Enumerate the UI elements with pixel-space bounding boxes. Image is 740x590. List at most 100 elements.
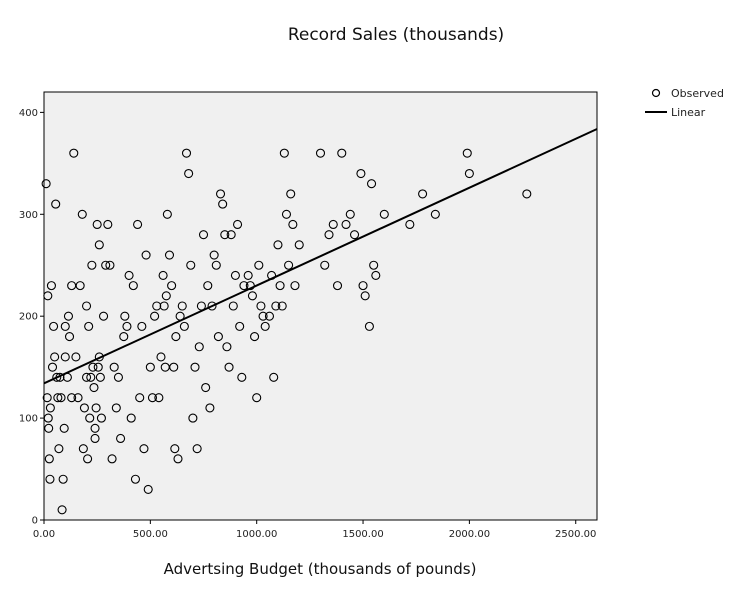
data-point xyxy=(349,230,360,240)
data-point xyxy=(60,321,70,331)
data-point xyxy=(235,321,245,331)
data-point xyxy=(145,362,155,372)
data-point xyxy=(188,413,198,423)
data-point xyxy=(260,321,270,331)
data-point xyxy=(58,474,68,484)
data-point xyxy=(43,413,53,423)
data-point xyxy=(181,148,192,158)
data-point xyxy=(315,148,326,158)
data-point xyxy=(228,301,238,311)
x-tick-label: 1500.00 xyxy=(342,529,383,540)
data-point xyxy=(49,321,59,331)
data-point xyxy=(273,240,283,250)
data-point xyxy=(111,403,121,413)
data-point xyxy=(87,260,97,270)
data-point xyxy=(143,484,153,494)
data-point xyxy=(254,260,264,270)
data-point xyxy=(52,372,62,382)
data-point xyxy=(141,250,151,260)
data-point xyxy=(237,372,247,382)
data-point xyxy=(101,260,111,270)
scatter-points xyxy=(41,148,532,515)
data-point xyxy=(59,423,69,433)
data-point xyxy=(105,260,115,270)
x-axis: 0.00 500.00 1000.00 1500.00 2000.00 2500.00 xyxy=(33,520,596,540)
data-point xyxy=(130,474,141,484)
data-point xyxy=(224,362,234,372)
data-point xyxy=(207,301,217,311)
data-point xyxy=(90,423,100,433)
data-point xyxy=(250,332,260,342)
data-point xyxy=(56,393,66,403)
data-point xyxy=(147,393,158,403)
data-point xyxy=(364,321,374,331)
y-tick-label: 200 xyxy=(19,312,38,323)
data-point xyxy=(64,332,75,342)
data-point xyxy=(77,209,87,219)
data-point xyxy=(63,311,74,321)
data-point xyxy=(67,393,77,403)
data-point xyxy=(522,189,532,199)
data-point xyxy=(85,413,95,423)
data-point xyxy=(203,281,213,291)
data-point xyxy=(215,189,226,199)
data-point xyxy=(88,362,98,372)
data-point xyxy=(46,281,56,291)
data-point xyxy=(44,423,54,433)
fit-line xyxy=(43,128,598,385)
data-point xyxy=(116,433,126,444)
y-tick-label: 100 xyxy=(19,414,38,425)
data-point xyxy=(281,209,292,219)
data-point xyxy=(286,189,296,199)
data-point xyxy=(252,393,262,403)
data-point xyxy=(360,291,370,301)
data-point xyxy=(162,209,172,219)
data-point xyxy=(135,393,145,403)
data-point xyxy=(222,342,232,352)
data-point xyxy=(192,444,202,454)
y-tick-label: 400 xyxy=(19,108,38,119)
data-point xyxy=(332,281,343,291)
data-point xyxy=(73,393,83,403)
x-tick-label: 0.00 xyxy=(33,529,55,540)
data-point xyxy=(107,454,117,464)
data-point xyxy=(218,199,228,209)
data-point xyxy=(201,382,211,393)
data-point xyxy=(60,352,70,362)
data-point xyxy=(243,270,253,280)
data-point xyxy=(90,433,100,444)
data-point xyxy=(177,301,187,311)
data-point xyxy=(75,281,85,291)
x-tick-label: 2500.00 xyxy=(555,529,596,540)
data-point xyxy=(113,372,123,382)
x-tick-label: 2000.00 xyxy=(449,529,490,540)
plot-area xyxy=(43,91,598,521)
data-point xyxy=(226,230,236,240)
data-point xyxy=(418,189,428,199)
x-tick-label: 500.00 xyxy=(133,529,168,540)
data-point xyxy=(194,342,204,352)
data-point xyxy=(41,179,51,189)
data-point xyxy=(69,148,79,158)
data-point xyxy=(81,301,92,311)
data-point xyxy=(186,260,196,270)
data-point xyxy=(205,403,215,413)
data-point xyxy=(324,230,334,240)
data-point xyxy=(124,270,134,280)
data-point xyxy=(328,219,338,230)
data-point xyxy=(371,270,381,280)
data-point xyxy=(137,321,147,331)
data-point xyxy=(209,250,219,260)
data-point xyxy=(139,444,149,454)
data-point xyxy=(158,270,168,280)
data-point xyxy=(122,321,132,331)
data-point xyxy=(53,393,63,403)
data-point xyxy=(277,301,287,311)
data-point xyxy=(79,403,89,413)
data-point xyxy=(464,168,474,179)
data-point xyxy=(369,260,379,270)
data-point xyxy=(54,444,64,454)
data-point xyxy=(42,393,52,403)
data-point xyxy=(150,311,160,321)
